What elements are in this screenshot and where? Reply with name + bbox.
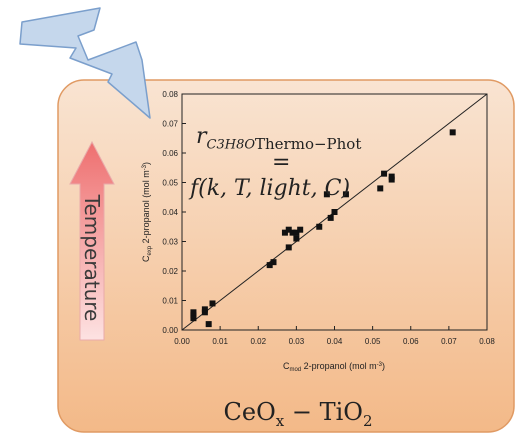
x-tick-label: 0.01: [212, 337, 228, 346]
y-tick-label: 0.02: [162, 267, 178, 276]
y-tick-label: 0.05: [162, 179, 178, 188]
catalyst-titania-2: 2: [362, 411, 373, 430]
parity-plot: 0.00 0.01 0.02 0.03 0.04 0.05 0.06 0.07 0.08 0.0…: [141, 90, 495, 373]
data-points: [190, 129, 456, 328]
x-tick-label: 0.02: [250, 337, 266, 346]
data-point: [323, 191, 330, 198]
y-axis-label: Cexp 2-propanol (mol m-3): [141, 162, 153, 262]
rate-function: f(k, T, light, C): [190, 176, 351, 201]
data-point: [209, 300, 216, 307]
catalyst-ceria: CeO: [223, 398, 276, 426]
data-point: [285, 244, 292, 251]
data-point: [285, 226, 292, 233]
catalyst-box: [57, 79, 515, 433]
data-point: [270, 259, 277, 266]
rate-symbol: rC3H8OThermo−Phot: [196, 124, 362, 153]
data-point: [327, 214, 334, 221]
x-axis-label: Cmod 2-propanol (mol m-3): [283, 361, 385, 373]
y-tick-label: 0.03: [162, 238, 178, 247]
y-tick-label: 0.06: [162, 149, 178, 158]
x-tick-label: 0.07: [441, 337, 457, 346]
y-tick-label: 0.07: [162, 120, 178, 129]
x-axis: 0.00 0.01 0.02 0.03 0.04 0.05 0.06 0.07 0.08: [174, 326, 495, 346]
data-point: [297, 226, 304, 233]
x-tick-label: 0.05: [365, 337, 381, 346]
y-axis: 0.00 0.01 0.02 0.03 0.04 0.05 0.06 0.07 0.08: [162, 90, 186, 335]
data-point: [331, 209, 338, 215]
data-point: [190, 309, 197, 316]
lightning-bolt-icon: [19, 7, 151, 119]
x-tick-label: 0.04: [327, 337, 343, 346]
rate-subscript: C3H8O: [206, 137, 256, 153]
y-tick-label: 0.00: [162, 326, 178, 335]
data-point: [289, 229, 296, 236]
data-point: [316, 223, 323, 230]
x-tick-label: 0.03: [289, 337, 305, 346]
y-tick-label: 0.04: [162, 208, 178, 217]
data-point: [388, 173, 395, 180]
catalyst-titania: − TiO: [284, 398, 363, 426]
rate-condition: Thermo−Phot: [255, 135, 362, 153]
rate-symbol-letter: r: [196, 124, 207, 149]
data-point: [281, 229, 288, 236]
y-tick-label: 0.01: [162, 297, 178, 306]
data-point: [377, 185, 384, 192]
data-point: [449, 129, 456, 136]
x-tick-label: 0.06: [403, 337, 419, 346]
up-arrow-icon: [69, 140, 115, 341]
data-point: [201, 306, 208, 313]
data-point: [205, 321, 212, 328]
catalyst-ceria-x: x: [275, 411, 285, 430]
data-point: [342, 191, 349, 198]
data-point: [266, 262, 273, 269]
data-point: [293, 229, 300, 236]
data-point: [293, 235, 300, 242]
x-tick-label: 0.08: [479, 337, 495, 346]
catalyst-name: CeOx − TiO2: [224, 398, 373, 430]
temperature-label: Temperature: [80, 194, 104, 322]
y-tick-label: 0.08: [162, 90, 178, 99]
x-tick-label: 0.00: [174, 337, 190, 346]
data-point: [381, 170, 388, 177]
equals-sign: =: [272, 150, 291, 175]
